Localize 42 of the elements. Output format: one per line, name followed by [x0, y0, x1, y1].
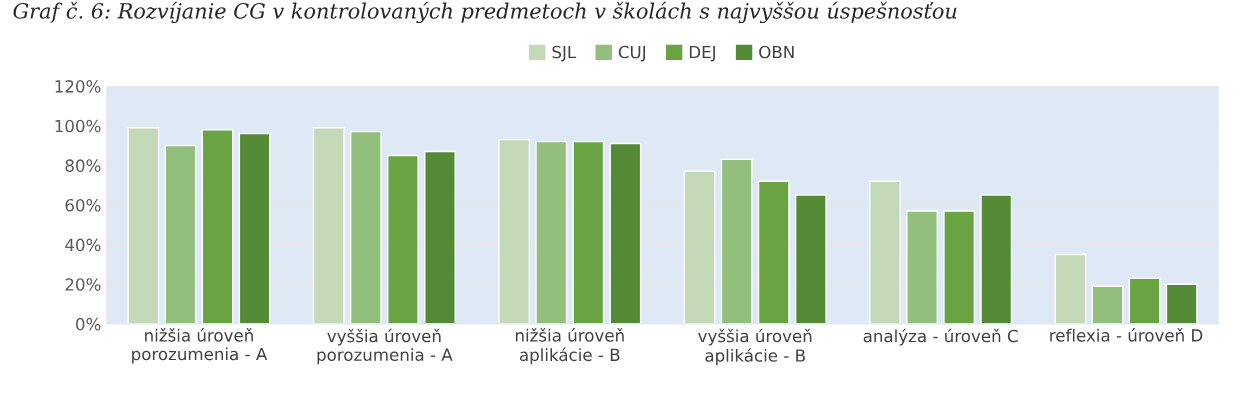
bar [201, 129, 234, 324]
bar [794, 194, 827, 324]
bar [980, 194, 1013, 324]
x-tick-label: vyššia úroveň aplikácie - B [698, 328, 812, 366]
bar [906, 210, 938, 324]
bar [609, 142, 642, 324]
y-tick-label: 60% [65, 198, 101, 212]
legend-label: SJL [552, 45, 577, 62]
bar [312, 127, 345, 324]
x-tick-label: analýza - úroveň C [863, 328, 1018, 346]
bar [1165, 283, 1198, 324]
bar [164, 144, 197, 324]
bar [1054, 253, 1087, 324]
x-tick-label: nižšia úroveň porozumenia - A [132, 328, 268, 364]
y-tick-label: 80% [65, 159, 101, 172]
x-tick-label: nižšia úroveň aplikácie - B [515, 328, 624, 365]
bar [424, 150, 456, 324]
bar [720, 158, 753, 324]
bar [535, 140, 568, 324]
bar [943, 210, 976, 324]
bar [572, 140, 605, 324]
bar [349, 130, 382, 324]
y-tick-label: 0% [76, 317, 101, 331]
y-tick-label: 100% [55, 119, 101, 133]
y-tick-label: 40% [65, 238, 101, 252]
bar [1128, 277, 1161, 324]
bar [238, 132, 271, 324]
y-tick-label: 120% [55, 80, 101, 93]
legend-label: DEJ [689, 45, 715, 62]
bar [1091, 285, 1124, 324]
bar [757, 180, 790, 324]
bar [869, 180, 901, 324]
bar [387, 154, 419, 324]
bar [683, 170, 716, 324]
legend-label: CUJ [618, 45, 645, 62]
y-tick-label: 20% [65, 278, 101, 291]
bar [498, 138, 531, 324]
bar [127, 127, 160, 324]
x-tick-label: vyššia úroveň porozumenia - A [317, 328, 453, 365]
chart-title: Graf č. 6: Rozvíjanie CG v kontrolovaných predmetoch v školách s najvyššou úspešnosťou [13, 1, 957, 24]
legend-label: OBN [759, 45, 794, 59]
x-tick-label: reflexia - úroveň D [1050, 328, 1203, 342]
